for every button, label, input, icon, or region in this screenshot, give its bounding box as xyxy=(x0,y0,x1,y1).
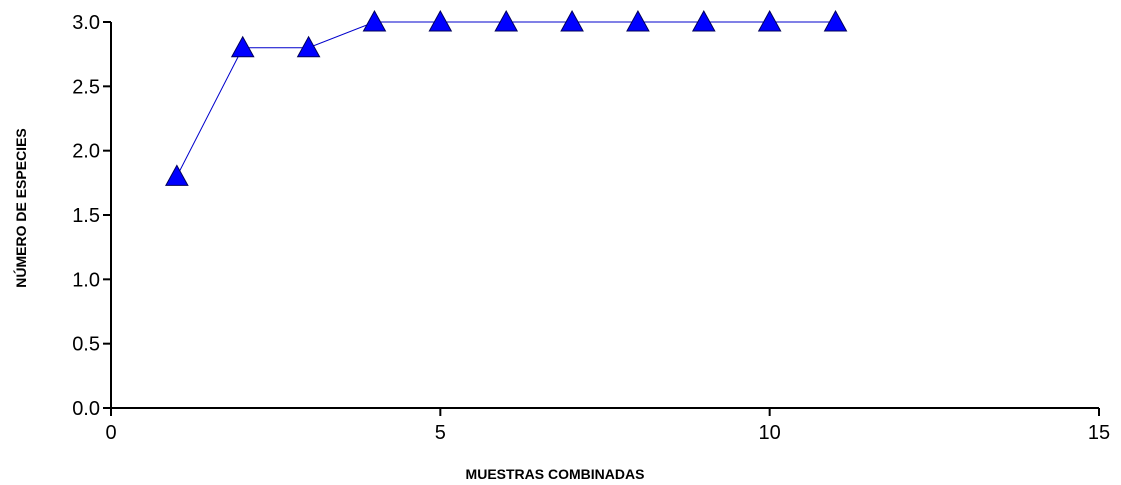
x-tick-label: 0 xyxy=(105,422,116,444)
data-point-marker xyxy=(165,164,189,186)
series-line xyxy=(176,21,836,177)
y-tick-label: 1.5 xyxy=(72,205,100,227)
y-axis-title: NÚMERO DE ESPECIES xyxy=(12,128,29,287)
x-tick-label: 5 xyxy=(435,422,446,444)
x-tick-label: 15 xyxy=(1088,422,1110,444)
data-point-marker xyxy=(626,9,650,32)
y-axis-ticks: 0.0 0.5 1.0 1.5 2.0 2.5 3.0 xyxy=(72,12,111,420)
data-point-marker xyxy=(428,9,453,32)
data-point-marker xyxy=(691,9,716,32)
y-tick-label: 1.0 xyxy=(72,269,100,291)
x-tick-label: 10 xyxy=(759,422,781,444)
y-tick-label: 0.0 xyxy=(72,398,100,420)
data-point-marker xyxy=(362,9,387,32)
data-point-marker xyxy=(296,35,321,58)
y-tick-label: 0.5 xyxy=(72,334,100,356)
y-tick-label: 2.5 xyxy=(72,76,100,98)
data-point-marker xyxy=(757,9,782,32)
x-axis-ticks: 0 5 10 15 xyxy=(105,408,1110,444)
data-point-marker xyxy=(560,9,584,32)
x-axis-title: MUESTRAS COMBINADAS xyxy=(466,466,645,482)
data-point-marker xyxy=(494,9,519,32)
data-point-marker xyxy=(823,9,848,32)
series-layer xyxy=(165,9,848,186)
axes xyxy=(110,22,1099,409)
data-point-marker xyxy=(230,35,255,58)
y-tick-label: 3.0 xyxy=(72,12,100,34)
y-tick-label: 2.0 xyxy=(72,141,100,163)
